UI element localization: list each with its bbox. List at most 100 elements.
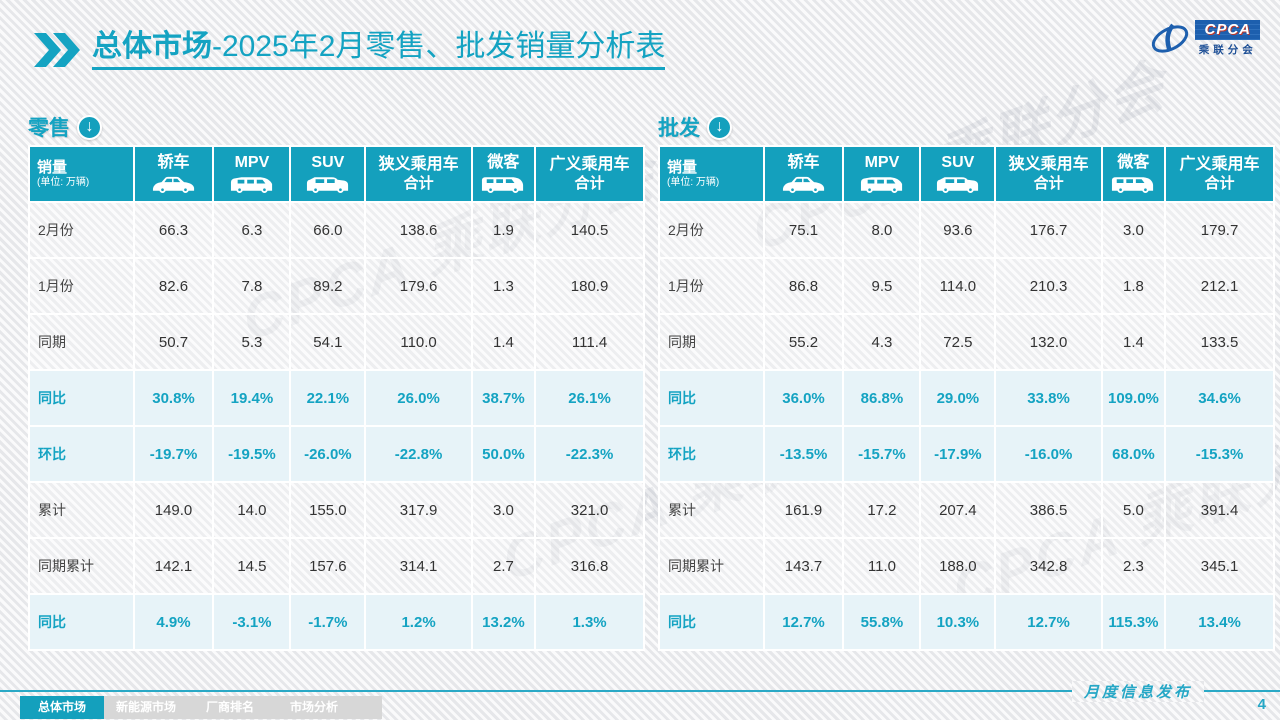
table-row: 环比 -19.7% -19.5% -26.0% -22.8% 50.0% -22.3%: [28, 425, 645, 483]
table-header-row: 销量 (单位: 万辆) 轿车 MPV SUV 狭义乘用车 合计 微客 广义乘用车 合计: [658, 145, 1275, 203]
footer-tab-2[interactable]: 新能源市场: [104, 696, 188, 719]
mpv-car-icon: [860, 174, 904, 194]
data-cell: -17.9%: [919, 425, 997, 483]
data-cell: 110.0: [364, 313, 473, 371]
data-cell: 142.1: [132, 537, 215, 595]
data-cell: 345.1: [1164, 537, 1275, 595]
data-cell: 34.6%: [1164, 369, 1275, 427]
row-label: 2月份: [658, 201, 765, 259]
retail-section: 零售 ↓ 销量 (单位: 万辆) 轿车 MPV SUV 狭义乘用车 合计 微客 广义乘用车 合计 2…: [28, 110, 645, 651]
column-header-sedan-car: 轿车: [132, 145, 215, 203]
data-cell: 132.0: [994, 313, 1103, 371]
data-cell: 342.8: [994, 537, 1103, 595]
table-header-row: 销量 (单位: 万辆) 轿车 MPV SUV 狭义乘用车 合计 微客 广义乘用车 合计: [28, 145, 645, 203]
data-cell: 161.9: [762, 481, 845, 539]
data-cell: 3.0: [1100, 201, 1167, 259]
data-cell: 176.7: [994, 201, 1103, 259]
data-cell: 109.0%: [1100, 369, 1167, 427]
data-cell: 66.0: [289, 201, 367, 259]
data-cell: 188.0: [919, 537, 997, 595]
data-cell: 149.0: [132, 481, 215, 539]
row-label: 2月份: [28, 201, 135, 259]
page-title-rest: -2025年2月零售、批发销量分析表: [212, 30, 666, 63]
suv-car-icon: [936, 174, 980, 194]
data-cell: 111.4: [534, 313, 645, 371]
data-cell: -15.3%: [1164, 425, 1275, 483]
row-label: 同比: [658, 593, 765, 651]
data-cell: 212.1: [1164, 257, 1275, 315]
column-header-total: 广义乘用车 合计: [534, 145, 645, 203]
data-cell: -22.3%: [534, 425, 645, 483]
column-header-sales: 销量 (单位: 万辆): [28, 145, 135, 203]
column-unit: (单位: 万辆): [37, 177, 90, 189]
table-row: 同比 30.8% 19.4% 22.1% 26.0% 38.7% 26.1%: [28, 369, 645, 427]
wholesale-section: 批发 ↓ 销量 (单位: 万辆) 轿车 MPV SUV 狭义乘用车 合计 微客 广义乘用车 合计 2…: [658, 110, 1275, 651]
column-title-line2: 合计: [403, 175, 434, 193]
down-arrow-icon: ↓: [77, 114, 102, 140]
retail-label: 零售: [28, 117, 70, 140]
data-cell: 66.3: [132, 201, 215, 259]
table-row: 1月份 82.6 7.8 89.2 179.6 1.3 180.9: [28, 257, 645, 315]
data-cell: 2.7: [470, 537, 537, 595]
column-unit: (单位: 万辆): [667, 177, 720, 189]
page-title-bold: 总体市场: [92, 30, 212, 63]
table-row: 同比 4.9% -3.1% -1.7% 1.2% 13.2% 1.3%: [28, 593, 645, 651]
data-cell: 26.1%: [534, 369, 645, 427]
data-cell: 12.7%: [762, 593, 845, 651]
data-cell: 86.8%: [842, 369, 922, 427]
data-cell: 1.9: [470, 201, 537, 259]
footer-tab-1[interactable]: 总体市场: [20, 696, 104, 719]
column-title: 销量: [37, 159, 68, 177]
data-cell: 1.4: [470, 313, 537, 371]
page-title: 总体市场-2025年2月零售、批发销量分析表: [92, 30, 666, 70]
data-cell: 2.3: [1100, 537, 1167, 595]
column-title: SUV: [311, 154, 345, 172]
column-header-sales: 销量 (单位: 万辆): [658, 145, 765, 203]
table-row: 同期累计 143.7 11.0 188.0 342.8 2.3 345.1: [658, 537, 1275, 595]
column-header-minibus: 微客: [1100, 145, 1167, 203]
footer-tabs: 总体市场 新能源市场 厂商排名 市场分析: [20, 696, 382, 719]
footer-tab-4[interactable]: 市场分析: [272, 696, 356, 719]
column-title: 销量: [667, 159, 698, 177]
data-cell: 50.7: [132, 313, 215, 371]
table-row: 累计 161.9 17.2 207.4 386.5 5.0 391.4: [658, 481, 1275, 539]
wholesale-table: 销量 (单位: 万辆) 轿车 MPV SUV 狭义乘用车 合计 微客 广义乘用车 合计 2月份 75.…: [658, 145, 1275, 651]
data-cell: 1.8: [1100, 257, 1167, 315]
cpca-name: 乘联分会: [1198, 43, 1257, 56]
data-cell: 11.0: [842, 537, 922, 595]
data-cell: 1.3: [470, 257, 537, 315]
data-cell: 38.7%: [470, 369, 537, 427]
slide-header: 总体市场-2025年2月零售、批发销量分析表: [34, 30, 666, 70]
cpca-logo-text: CPCA 乘联分会: [1195, 19, 1260, 57]
data-cell: -13.5%: [762, 425, 845, 483]
table-row: 环比 -13.5% -15.7% -17.9% -16.0% 68.0% -15.3%: [658, 425, 1275, 483]
data-cell: 157.6: [289, 537, 367, 595]
footer-tab-3[interactable]: 厂商排名: [188, 696, 272, 719]
down-arrow-icon: ↓: [707, 114, 732, 140]
column-title: MPV: [864, 154, 900, 172]
data-cell: -3.1%: [212, 593, 292, 651]
column-header-minibus: 微客: [470, 145, 537, 203]
column-title: 轿车: [157, 154, 190, 172]
wholesale-section-head: 批发 ↓: [658, 110, 1275, 144]
column-header-total: 狭义乘用车 合计: [994, 145, 1103, 203]
suv-car-icon: [306, 174, 350, 194]
table-row: 2月份 66.3 6.3 66.0 138.6 1.9 140.5: [28, 201, 645, 259]
data-cell: -22.8%: [364, 425, 473, 483]
data-cell: 133.5: [1164, 313, 1275, 371]
column-title: 微客: [487, 154, 520, 172]
row-label: 累计: [28, 481, 135, 539]
column-title-line2: 合计: [1204, 175, 1235, 193]
double-chevron-icon: [34, 33, 80, 67]
column-title: 广义乘用车: [549, 155, 630, 173]
data-cell: 17.2: [842, 481, 922, 539]
column-header-sedan-car: 轿车: [762, 145, 845, 203]
data-cell: 138.6: [364, 201, 473, 259]
data-cell: 10.3%: [919, 593, 997, 651]
data-cell: 5.3: [212, 313, 292, 371]
data-cell: 30.8%: [132, 369, 215, 427]
data-cell: 33.8%: [994, 369, 1103, 427]
data-cell: 1.2%: [364, 593, 473, 651]
column-header-suv-car: SUV: [919, 145, 997, 203]
data-cell: 13.2%: [470, 593, 537, 651]
